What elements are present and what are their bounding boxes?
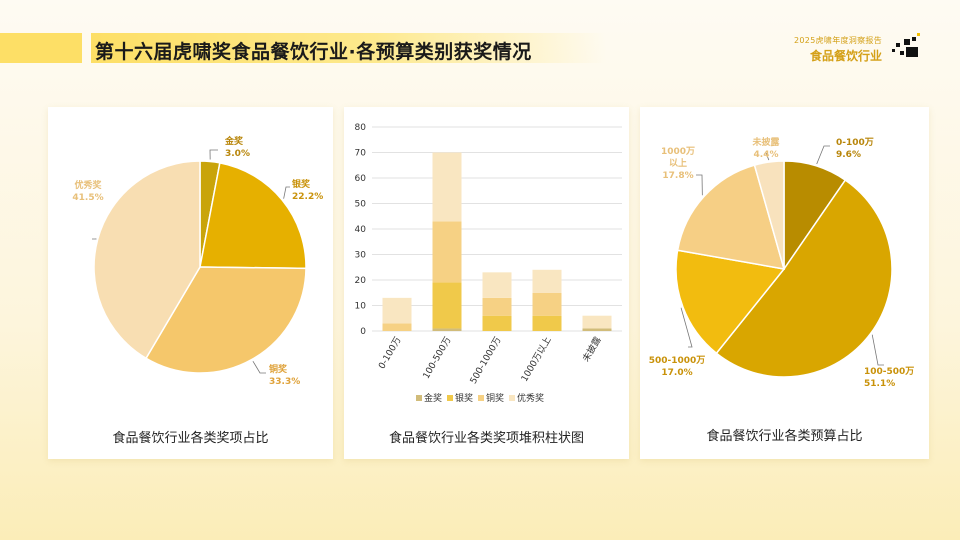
y-tick-label: 50 — [355, 200, 367, 210]
y-tick-label: 30 — [355, 251, 367, 261]
bar-segment — [432, 221, 462, 283]
award-share-slice-label: 22.2% — [292, 192, 323, 202]
stacked-bar-panel: 0 10 20 30 40 50 60 70 80 0-100万 100-500万 500-1000万… — [344, 107, 629, 459]
legend-swatch — [447, 395, 453, 401]
y-tick-label: 80 — [355, 123, 367, 133]
award-share-leader-line — [283, 186, 290, 199]
bar-segment — [432, 328, 462, 331]
x-tick-label: 未披露 — [580, 335, 604, 364]
bar-segment — [582, 328, 612, 331]
budget-share-slice-label: 500-1000万 — [649, 355, 706, 366]
budget-share-slice-label: 0-100万 — [836, 137, 874, 148]
legend-label: 优秀奖 — [517, 392, 544, 404]
bar-segment — [582, 315, 612, 329]
x-tick-label: 0-100万 — [377, 336, 403, 371]
budget-share-slice — [675, 249, 786, 355]
bar-segment — [432, 282, 462, 329]
bar-segment — [532, 292, 562, 316]
title-accent-block — [0, 33, 82, 63]
award-share-pie-chart: 金奖 3.0% 银奖 22.2% 铜奖 33.3% 优秀奖 41.5% — [72, 135, 323, 387]
budget-share-pie-chart: 0-100万 9.6% 100-500万 51.1% 500-1000万 17.0% 100… — [649, 136, 915, 389]
brand-title: 食品餐饮行业 — [809, 49, 882, 63]
y-tick-label: 0 — [360, 327, 366, 337]
budget-share-caption: 食品餐饮行业各类预算占比 — [706, 429, 863, 444]
brand-logo-icon — [892, 33, 920, 57]
page-title: 第十六届虎啸奖食品餐饮行业·各预算类别获奖情况 — [95, 41, 532, 63]
stacked-bar-caption: 食品餐饮行业各类奖项堆积柱状图 — [388, 431, 584, 446]
bar-segment — [482, 272, 512, 298]
budget-share-slice-label: 未披露 — [751, 136, 780, 148]
budget-share-leader-line — [680, 307, 693, 348]
award-share-slice-label: 41.5% — [72, 193, 103, 203]
bar-segment — [432, 152, 462, 222]
budget-share-leader-line — [765, 152, 770, 161]
legend-label: 金奖 — [424, 392, 442, 404]
bar-segment — [382, 297, 412, 324]
y-tick-label: 10 — [355, 302, 367, 312]
award-stacked-bar-chart: 0 10 20 30 40 50 60 70 80 0-100万 100-500万 500-1000万… — [355, 123, 622, 404]
budget-share-leader-line — [871, 334, 884, 366]
budget-share-slice-label: 51.1% — [864, 379, 895, 389]
budget-share-slice — [753, 160, 785, 270]
award-share-slice — [145, 266, 307, 374]
award-share-caption: 食品餐饮行业各类奖项占比 — [112, 431, 269, 446]
y-tick-label: 20 — [355, 276, 367, 286]
award-share-leader-line — [209, 149, 218, 160]
budget-share-slice — [715, 179, 893, 378]
brand: 2025虎啸年度洞察报告 食品餐饮行业 — [794, 35, 882, 64]
award-share-slice — [93, 160, 201, 360]
x-tick-label: 500-1000万 — [469, 336, 504, 386]
x-tick-label: 1000万以上 — [519, 335, 553, 384]
legend-swatch — [416, 395, 422, 401]
bar-segment — [532, 269, 562, 293]
brand-subtitle: 2025虎啸年度洞察报告 — [794, 36, 882, 45]
budget-share-slice-label: 1000万 — [661, 146, 695, 157]
budget-share-slice-label: 以上 — [669, 157, 687, 169]
budget-share-slice-label: 17.0% — [661, 368, 692, 378]
bar-segment — [482, 297, 512, 316]
award-share-slice-label: 铜奖 — [269, 363, 288, 375]
award-share-leader-line — [252, 360, 266, 374]
award-share-slice-label: 银奖 — [292, 178, 311, 190]
budget-share-slice-label: 4.4% — [754, 150, 779, 160]
budget-share-slice-label: 100-500万 — [864, 366, 914, 377]
budget-share-panel: 0-100万 9.6% 100-500万 51.1% 500-1000万 17.0% 100… — [640, 107, 929, 459]
legend-swatch — [478, 395, 484, 401]
budget-share-leader-line — [816, 145, 830, 165]
y-tick-label: 40 — [355, 225, 367, 235]
title-highlight-bar — [91, 33, 606, 63]
y-tick-label: 70 — [355, 149, 367, 159]
award-share-slice-label: 33.3% — [269, 377, 300, 387]
legend-label: 银奖 — [455, 392, 473, 404]
bar-segment — [482, 315, 512, 331]
x-tick-label: 100-500万 — [422, 336, 454, 381]
bar-segment — [382, 323, 412, 331]
award-share-slice-label: 金奖 — [224, 135, 244, 147]
bar-segment — [532, 315, 562, 331]
award-share-slice-label: 3.0% — [225, 149, 250, 159]
budget-share-slice-label: 17.8% — [662, 171, 693, 181]
budget-share-leader-line — [696, 174, 703, 196]
legend-swatch — [509, 395, 515, 401]
budget-share-slice — [676, 164, 786, 270]
award-share-panel: 金奖 3.0% 银奖 22.2% 铜奖 33.3% 优秀奖 41.5% 食品餐饮行业各类奖项占… — [48, 107, 333, 459]
budget-share-slice-label: 9.6% — [836, 150, 861, 160]
legend-label: 铜奖 — [486, 392, 504, 404]
y-tick-label: 60 — [355, 174, 367, 184]
award-share-slice-label: 优秀奖 — [74, 179, 102, 191]
award-share-slice — [199, 161, 307, 270]
